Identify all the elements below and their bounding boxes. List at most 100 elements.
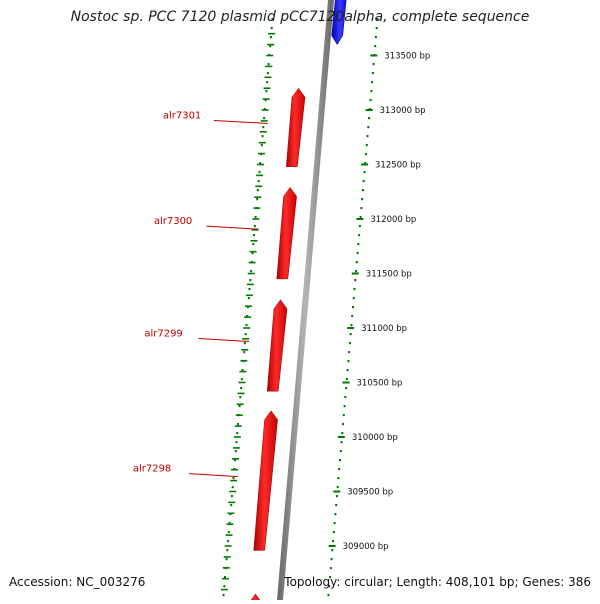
ring-dot <box>371 72 374 75</box>
ring-dot <box>327 594 330 597</box>
gene-leader-line <box>213 119 268 124</box>
ring-dot <box>342 414 345 417</box>
bp-tick-label: 311500 bp <box>366 270 412 280</box>
ring-dot <box>375 27 378 30</box>
ring-dot <box>361 189 364 192</box>
ring-dot <box>231 486 234 489</box>
ring-dot <box>240 378 243 381</box>
ring-dot <box>348 342 351 345</box>
inner-ring-ticks <box>220 32 276 591</box>
ring-dot <box>254 216 257 219</box>
ring-dot <box>344 396 347 399</box>
ring-dot <box>269 45 272 48</box>
ring-dot <box>346 369 349 372</box>
ring-dot <box>265 90 268 93</box>
ring-dot <box>347 360 350 363</box>
ring-dot <box>230 504 233 507</box>
ring-dot <box>369 99 372 102</box>
ring-dot <box>266 81 269 84</box>
ring-dot <box>353 288 356 291</box>
ring-dot <box>332 540 335 543</box>
ring-dot <box>345 378 348 381</box>
ring-dot <box>337 477 340 480</box>
bp-tick-label: 313500 bp <box>384 52 430 62</box>
ring-dot <box>263 117 266 120</box>
ring-dot <box>247 306 249 309</box>
ring-dot <box>359 216 362 219</box>
ring-dot <box>253 234 256 237</box>
ring-dot <box>343 405 346 408</box>
ring-dot <box>271 18 274 21</box>
ring-dot <box>224 576 226 579</box>
ring-dot <box>253 225 256 228</box>
gene-label: alr7299 <box>144 328 182 339</box>
ring-dot <box>251 252 254 255</box>
ring-dot <box>241 369 244 372</box>
accession-label: Accession: NC_003276 <box>9 575 146 589</box>
ring-dot <box>333 522 336 525</box>
ring-dot <box>230 495 233 498</box>
ring-dot <box>232 477 235 480</box>
ring-dot <box>236 432 239 435</box>
ring-dot <box>266 72 269 75</box>
bp-tick-label: 312000 bp <box>370 215 416 225</box>
ring-dot <box>222 594 225 597</box>
gene-arrow <box>331 0 347 46</box>
ring-dot <box>226 549 229 552</box>
gene-label: alr7300 <box>154 216 192 227</box>
ring-dot <box>372 63 375 66</box>
backbone-line <box>277 0 334 603</box>
ring-dot <box>371 81 374 84</box>
gene-alr7299 <box>266 299 288 392</box>
bp-tick-label: 309000 bp <box>343 542 389 552</box>
ring-dot <box>349 333 352 336</box>
ring-dot <box>358 234 361 237</box>
gene-leader-line <box>206 225 259 230</box>
gene-label: alr7301 <box>163 110 201 121</box>
bp-tick-label: 310500 bp <box>357 379 403 389</box>
ring-dot <box>350 324 353 327</box>
ring-dot <box>352 306 354 309</box>
ring-dot <box>262 126 265 129</box>
gene-alr7298 <box>253 410 278 551</box>
gene-leader-line <box>189 473 238 478</box>
ring-dot <box>331 549 334 552</box>
ring-dot <box>366 135 369 138</box>
ring-dot <box>355 261 358 264</box>
ring-dot <box>261 135 264 138</box>
ring-dot <box>361 198 364 201</box>
ring-dot <box>335 504 338 507</box>
ring-dot <box>362 180 365 183</box>
ring-dot <box>374 45 377 48</box>
ring-dot <box>355 270 358 273</box>
bp-tick-label: 311000 bp <box>361 324 407 334</box>
ring-dot <box>240 387 243 390</box>
ring-dot <box>259 162 262 165</box>
ring-dot <box>335 495 338 498</box>
ring-dot <box>374 36 377 39</box>
gene-alr7300 <box>276 186 297 280</box>
ring-dot <box>228 522 231 525</box>
ring-dot <box>332 531 335 534</box>
ring-dot <box>243 351 246 354</box>
ring-dot <box>256 189 259 192</box>
ring-dot <box>365 153 367 156</box>
ring-dot <box>339 459 341 462</box>
ring-dot <box>257 180 260 183</box>
ring-dot <box>263 108 266 111</box>
ring-dot <box>227 540 230 543</box>
ring-dot <box>329 576 331 579</box>
ring-dot <box>336 486 339 489</box>
gene-arrow <box>248 593 263 604</box>
ring-dot <box>367 126 370 129</box>
ring-dot <box>238 405 241 408</box>
ring-dot <box>370 90 373 93</box>
bp-tick-label: 310000 bp <box>352 433 398 443</box>
ring-dot <box>270 27 273 30</box>
topology-label: Topology: circular; Length: 408,101 bp; … <box>284 575 591 589</box>
ring-dot <box>363 171 366 174</box>
ring-dot <box>247 297 250 300</box>
ring-dot <box>360 207 363 210</box>
